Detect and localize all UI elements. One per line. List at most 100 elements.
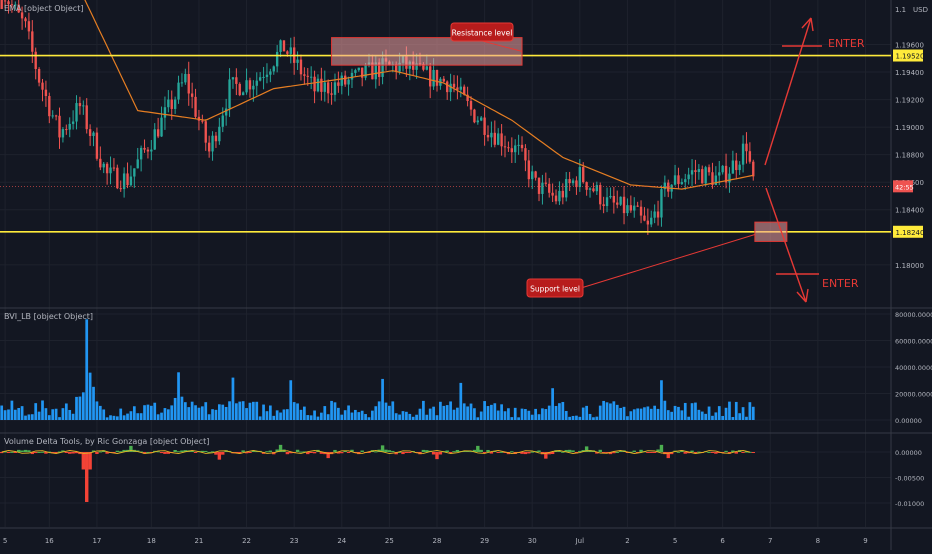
- resistance-label-box[interactable]: [450, 22, 514, 42]
- delta-bar: [724, 450, 728, 452]
- delta-bar: [156, 451, 160, 453]
- candle-body: [180, 82, 184, 84]
- candle-body: [354, 70, 357, 73]
- candle-body: [701, 169, 704, 184]
- volume-bar: [258, 416, 262, 420]
- volume-bar: [632, 409, 636, 420]
- candle-body: [201, 120, 204, 122]
- short-arrow[interactable]: [765, 187, 807, 303]
- candle-body: [347, 79, 350, 85]
- delta-bar: [176, 451, 181, 453]
- candle-body: [109, 167, 112, 174]
- volume-pane-label[interactable]: BVI_LB [object Object]: [4, 312, 94, 321]
- candle-body: [571, 180, 575, 184]
- delta-bar: [47, 451, 52, 453]
- candle-body: [0, 0, 3, 10]
- volume-bar: [129, 411, 133, 420]
- candle-body: [602, 204, 605, 207]
- volume-bar: [673, 405, 677, 420]
- candle-body: [541, 182, 544, 194]
- volume-bar: [503, 411, 507, 420]
- candle-body: [609, 195, 612, 198]
- date-tick-label: 24: [337, 537, 346, 545]
- candle-body: [119, 188, 122, 190]
- candle-body: [486, 134, 490, 138]
- delta-bar: [360, 450, 364, 452]
- volume-bar: [343, 410, 347, 420]
- delta-bar: [275, 449, 279, 452]
- delta-bar: [714, 452, 718, 454]
- candle-body: [139, 147, 143, 160]
- candle-body: [214, 135, 218, 142]
- candle-body: [187, 73, 190, 94]
- delta-bar: [64, 452, 69, 453]
- volume-bar: [20, 406, 24, 420]
- candle-body: [412, 61, 415, 70]
- volume-bar: [81, 392, 85, 420]
- candle-body: [456, 87, 459, 90]
- candle-body: [476, 120, 479, 123]
- delta-bar: [408, 452, 412, 453]
- delta-bar: [741, 452, 745, 453]
- candle-body: [299, 59, 303, 75]
- volume-bar: [398, 414, 401, 420]
- volume-bar: [592, 417, 595, 420]
- price-pane-label[interactable]: EMA [object Object]: [4, 4, 84, 13]
- volume-bar: [289, 380, 293, 420]
- candle-body: [718, 172, 721, 176]
- delta-bar: [146, 451, 150, 453]
- candle-body: [88, 129, 92, 137]
- delta-pane-label[interactable]: Volume Delta Tools, by Ric Gonzaga [obje…: [4, 437, 210, 446]
- volume-bar: [245, 408, 248, 420]
- candle-body: [554, 195, 558, 202]
- candle-body: [622, 196, 626, 214]
- volume-bar: [265, 411, 269, 420]
- volume-bar: [697, 409, 701, 420]
- volume-bar: [30, 414, 34, 420]
- candle-body: [599, 185, 602, 205]
- delta-bar: [384, 449, 388, 452]
- delta-tick-label: -0.00500: [895, 475, 924, 483]
- delta-bar: [295, 449, 300, 452]
- delta-bar: [666, 452, 670, 459]
- volume-bar: [452, 409, 456, 420]
- volume-bar: [296, 403, 299, 420]
- countdown-price-tag[interactable]: [893, 180, 913, 193]
- volume-bar: [364, 414, 367, 420]
- volume-bar: [694, 402, 697, 420]
- volume-bar: [44, 408, 48, 420]
- delta-bar: [88, 452, 92, 470]
- support-zone[interactable]: [754, 221, 788, 242]
- delta-bar: [452, 451, 456, 453]
- delta-bar: [234, 452, 239, 453]
- resistance-zone[interactable]: [331, 37, 523, 66]
- delta-bar: [693, 452, 698, 454]
- delta-bar: [265, 451, 269, 453]
- volume-bar: [391, 401, 395, 420]
- volume-bar: [741, 407, 745, 420]
- delta-bar: [629, 451, 633, 453]
- date-tick-label: 2: [625, 537, 629, 545]
- candle-body: [231, 77, 235, 80]
- volume-bar: [207, 414, 211, 420]
- candle-body: [170, 99, 173, 109]
- resistance-price-tag-text: 1.19520: [896, 53, 925, 61]
- resistance-price-tag[interactable]: [893, 49, 923, 62]
- volume-bar: [7, 409, 10, 420]
- delta-bar: [751, 452, 755, 453]
- candle-body: [286, 51, 289, 54]
- long-arrow[interactable]: [764, 17, 812, 166]
- delta-bar: [183, 450, 188, 452]
- annotations[interactable]: Resistance level Support level ENTER ENTER: [331, 17, 865, 303]
- volume-bar: [105, 417, 109, 420]
- support-price-tag[interactable]: [893, 225, 923, 238]
- volume-bar: [388, 405, 391, 420]
- date-tick-label: 5: [3, 537, 7, 545]
- delta-bar: [336, 452, 341, 454]
- volume-bar: [605, 402, 609, 420]
- delta-bar: [510, 451, 514, 453]
- support-label-box[interactable]: [526, 278, 584, 298]
- volume-bar: [224, 406, 228, 420]
- candle-body: [697, 169, 701, 173]
